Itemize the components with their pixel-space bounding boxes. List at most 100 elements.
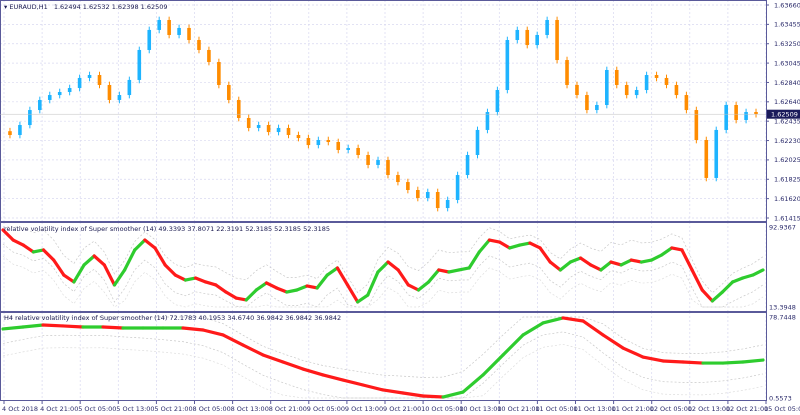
- indicator-line-segment: [72, 263, 86, 284]
- indicator-line-segment: [581, 319, 605, 337]
- candle: [515, 26, 520, 44]
- candle: [744, 108, 748, 124]
- time-tick-label: 5 Oct 13:00: [116, 405, 154, 413]
- candle-body: [266, 125, 271, 133]
- indicator-line-segment: [568, 256, 583, 264]
- candle: [157, 16, 161, 34]
- candle-body: [8, 131, 12, 135]
- candle-body: [664, 77, 669, 85]
- time-tick-label: 11 Oct 13:00: [574, 405, 616, 413]
- indicator-line-segment: [285, 288, 299, 294]
- candle: [47, 91, 52, 104]
- candle: [634, 86, 639, 99]
- candle-body: [724, 105, 728, 130]
- indicator-line-segment: [609, 260, 623, 267]
- candle-body: [167, 19, 171, 35]
- candle-body: [386, 160, 390, 176]
- candle: [38, 96, 42, 114]
- indicator-line-segment: [416, 280, 431, 292]
- indicator-line-segment: [234, 296, 248, 302]
- candle: [585, 91, 589, 114]
- candle: [575, 81, 579, 99]
- candle: [684, 91, 689, 114]
- candle-body: [525, 29, 530, 46]
- indicator-line-segment: [497, 240, 512, 250]
- band-line: [2, 331, 764, 399]
- indicator-line-segment: [396, 268, 410, 287]
- candle: [306, 134, 311, 149]
- indicator-line-segment: [31, 248, 46, 254]
- candle-body: [575, 84, 579, 96]
- current-price-marker: [767, 109, 800, 119]
- candle-body: [565, 60, 569, 85]
- time-tick-label: 15 Oct 05:00: [764, 405, 800, 413]
- candle: [714, 126, 719, 182]
- indicator-line-segment: [477, 238, 491, 254]
- candle-body: [177, 27, 181, 35]
- indicator-line-segment: [518, 241, 532, 247]
- candle: [227, 81, 231, 104]
- candle: [77, 74, 82, 92]
- indicator-line-segment: [366, 270, 380, 297]
- price-tick-label: 1.62230: [774, 137, 800, 145]
- candle-body: [624, 84, 629, 96]
- candle-body: [694, 110, 699, 141]
- indicator-line-segment: [661, 359, 685, 364]
- candle: [644, 71, 649, 94]
- indicator-line-segment: [315, 273, 329, 290]
- time-tick-label: 10 Oct 05:00: [421, 405, 463, 413]
- indicator-line-segment: [275, 286, 289, 294]
- candle: [276, 124, 281, 136]
- indicator-line-segment: [386, 260, 400, 272]
- indicator1-title: relative volatility index of Super smoot…: [4, 225, 331, 233]
- candle: [406, 178, 410, 194]
- candle: [416, 186, 420, 202]
- indicator-line-segment: [751, 268, 765, 277]
- time-tick-label: 5 Oct 21:00: [154, 405, 192, 413]
- candle-body: [296, 134, 301, 139]
- indicator-line-segment: [163, 263, 177, 277]
- indicator-line-segment: [41, 323, 65, 328]
- indicator-line-segment: [102, 263, 117, 287]
- candle-body: [77, 77, 82, 89]
- symbol-label: EURAUD,H1: [9, 3, 48, 11]
- indicator-line-segment: [710, 290, 725, 303]
- candle: [396, 171, 400, 186]
- candle: [246, 114, 251, 132]
- candle: [286, 124, 291, 139]
- candle: [127, 76, 132, 99]
- candle: [336, 138, 341, 154]
- indicator-line-segment: [264, 281, 279, 290]
- indicator-line-segment: [629, 258, 644, 264]
- candle-body: [425, 192, 430, 198]
- candle-body: [217, 62, 221, 85]
- indicator-line-segment: [153, 246, 167, 267]
- time-tick-label: 8 Oct 21:00: [269, 405, 307, 413]
- indicator-line-segment: [173, 273, 187, 282]
- price-tick-label: 1.61620: [774, 195, 800, 203]
- indicator-scale-label: 78.7448: [769, 314, 796, 322]
- candle: [386, 156, 390, 179]
- indicator-line-segment: [301, 367, 325, 377]
- candle: [445, 196, 450, 212]
- candle-body: [147, 29, 152, 50]
- candle: [425, 188, 430, 202]
- indicator-line-segment: [721, 360, 745, 365]
- ohlc-values: 1.62494 1.62532 1.62398 1.62509: [53, 3, 168, 11]
- collapse-triangle-icon[interactable]: ▾: [4, 3, 8, 11]
- candle-body: [276, 127, 281, 133]
- indicator-line-segment: [670, 246, 684, 252]
- indicator-line-segment: [281, 360, 305, 371]
- candle-body: [256, 125, 261, 128]
- candle-body: [585, 95, 589, 111]
- indicator-line-segment: [700, 288, 714, 303]
- candle: [465, 151, 470, 179]
- candle-body: [475, 129, 480, 156]
- indicator-line-segment: [221, 333, 245, 347]
- indicator-line-segment: [641, 355, 665, 363]
- indicator-line-segment: [92, 254, 106, 267]
- indicator-line-segment: [538, 246, 552, 264]
- candle: [555, 16, 559, 64]
- band-line: [3, 316, 764, 378]
